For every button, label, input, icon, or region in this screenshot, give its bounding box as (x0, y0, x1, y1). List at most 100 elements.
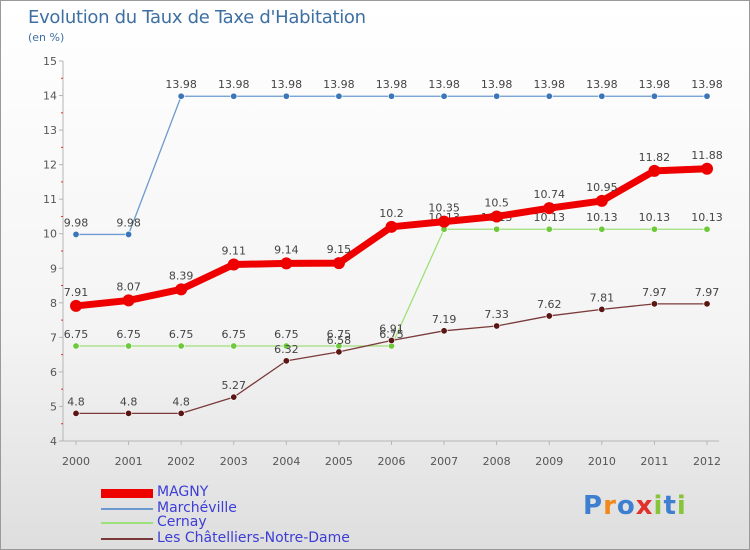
data-label-les-chatelliers-notre-dame: 4.8 (120, 395, 138, 408)
data-label-cernay: 6.75 (222, 328, 247, 341)
data-point-magny (122, 294, 135, 307)
y-tick-label: 13 (43, 124, 57, 137)
y-tick-label: 7 (50, 331, 57, 344)
data-label-les-chatelliers-notre-dame: 7.33 (484, 308, 509, 321)
data-label-cernay: 6.75 (379, 328, 404, 341)
data-label-magny: 11.82 (639, 151, 671, 164)
data-label-marcheville: 13.98 (428, 78, 460, 91)
data-label-cernay: 10.13 (691, 211, 723, 224)
x-tick-label: 2011 (640, 455, 668, 468)
data-label-marcheville: 13.98 (586, 78, 618, 91)
data-label-cernay: 6.75 (169, 328, 194, 341)
data-point-les-chatelliers-notre-dame (545, 312, 553, 320)
data-point-marcheville (703, 92, 711, 100)
data-label-les-chatelliers-notre-dame: 7.62 (537, 298, 562, 311)
y-tick-label: 6 (50, 366, 57, 379)
x-tick-label: 2004 (272, 455, 300, 468)
y-tick-label: 4 (50, 435, 57, 448)
data-label-magny: 10.74 (534, 188, 566, 201)
data-point-magny (490, 210, 503, 223)
data-point-les-chatelliers-notre-dame (72, 409, 80, 417)
y-tick-label: 5 (50, 400, 57, 413)
data-label-magny: 9.15 (327, 243, 352, 256)
data-label-cernay: 10.13 (586, 211, 618, 224)
legend-label-chatelliers: Les Châtelliers-Notre-Dame (157, 530, 350, 546)
x-tick-label: 2000 (62, 455, 90, 468)
data-label-cernay: 6.75 (327, 328, 352, 341)
data-point-marcheville (387, 92, 395, 100)
data-point-magny (438, 215, 451, 228)
data-point-cernay (282, 342, 290, 350)
data-point-cernay (230, 342, 238, 350)
data-point-les-chatelliers-notre-dame (230, 393, 238, 401)
logo-letter: t (663, 491, 677, 521)
chart-title: Evolution du Taux de Taxe d'Habitation (28, 7, 366, 28)
data-label-magny: 10.2 (379, 207, 404, 220)
data-label-les-chatelliers-notre-dame: 7.81 (590, 291, 615, 304)
logo-letter: x (635, 491, 654, 521)
data-label-magny: 10.95 (586, 181, 618, 194)
data-point-cernay (72, 342, 80, 350)
data-point-magny (70, 299, 82, 312)
data-point-les-chatelliers-notre-dame (703, 300, 711, 308)
data-point-cernay (703, 225, 711, 233)
data-point-magny (280, 257, 293, 270)
series-line-les-chatelliers-notre-dame (75, 303, 708, 415)
legend-swatch-cernay (101, 522, 153, 524)
data-label-cernay: 6.75 (64, 328, 89, 341)
x-tick-label: 2001 (115, 455, 143, 468)
data-point-marcheville (335, 92, 343, 100)
proxiti-logo: Proxiti (583, 491, 687, 521)
data-label-les-chatelliers-notre-dame: 7.97 (695, 286, 720, 299)
x-tick-label: 2009 (535, 455, 563, 468)
data-label-magny: 10.5 (484, 196, 509, 209)
data-point-magny (332, 257, 345, 270)
y-tick-label: 15 (43, 55, 57, 68)
data-point-magny (385, 220, 398, 233)
x-tick-label: 2010 (588, 455, 616, 468)
y-tick-label: 9 (50, 262, 57, 275)
x-tick-label: 2003 (220, 455, 248, 468)
data-point-les-chatelliers-notre-dame (387, 336, 395, 344)
data-point-cernay (177, 342, 185, 350)
data-point-cernay (493, 225, 501, 233)
data-point-marcheville (493, 92, 501, 100)
data-label-cernay: 6.75 (116, 328, 141, 341)
data-point-marcheville (545, 92, 553, 100)
y-tick-label: 14 (43, 90, 57, 103)
data-label-magny: 8.07 (116, 280, 141, 293)
data-label-marcheville: 13.98 (691, 78, 723, 91)
data-label-marcheville: 13.98 (271, 78, 303, 91)
data-label-cernay: 10.13 (534, 211, 566, 224)
data-point-cernay (545, 225, 553, 233)
data-point-cernay (598, 225, 606, 233)
data-point-marcheville (598, 92, 606, 100)
y-tick-label: 8 (50, 297, 57, 310)
data-point-les-chatelliers-notre-dame (125, 409, 133, 417)
legend-label-magny: MAGNY (157, 484, 209, 500)
data-point-marcheville (230, 92, 238, 100)
legend-swatch-magny (101, 489, 153, 498)
data-point-marcheville (440, 92, 448, 100)
data-point-marcheville (72, 230, 80, 238)
data-point-magny (701, 162, 713, 175)
data-label-les-chatelliers-notre-dame: 6.58 (327, 334, 352, 347)
data-point-les-chatelliers-notre-dame (598, 305, 606, 313)
data-point-cernay (650, 225, 658, 233)
y-tick-label: 11 (43, 193, 57, 206)
data-label-marcheville: 13.98 (481, 78, 513, 91)
data-label-magny: 7.91 (64, 286, 89, 299)
logo-letter: o (616, 491, 636, 521)
data-label-marcheville: 13.98 (165, 78, 197, 91)
data-label-magny: 8.39 (169, 269, 194, 282)
logo-letter: r (603, 491, 617, 521)
x-tick-label: 2005 (325, 455, 353, 468)
data-label-les-chatelliers-notre-dame: 6.91 (379, 322, 404, 335)
x-tick-label: 2006 (378, 455, 406, 468)
data-point-magny (648, 164, 661, 177)
data-point-les-chatelliers-notre-dame (650, 300, 658, 308)
data-point-les-chatelliers-notre-dame (335, 348, 343, 356)
data-label-magny: 9.11 (222, 244, 247, 257)
data-label-les-chatelliers-notre-dame: 4.8 (67, 395, 85, 408)
